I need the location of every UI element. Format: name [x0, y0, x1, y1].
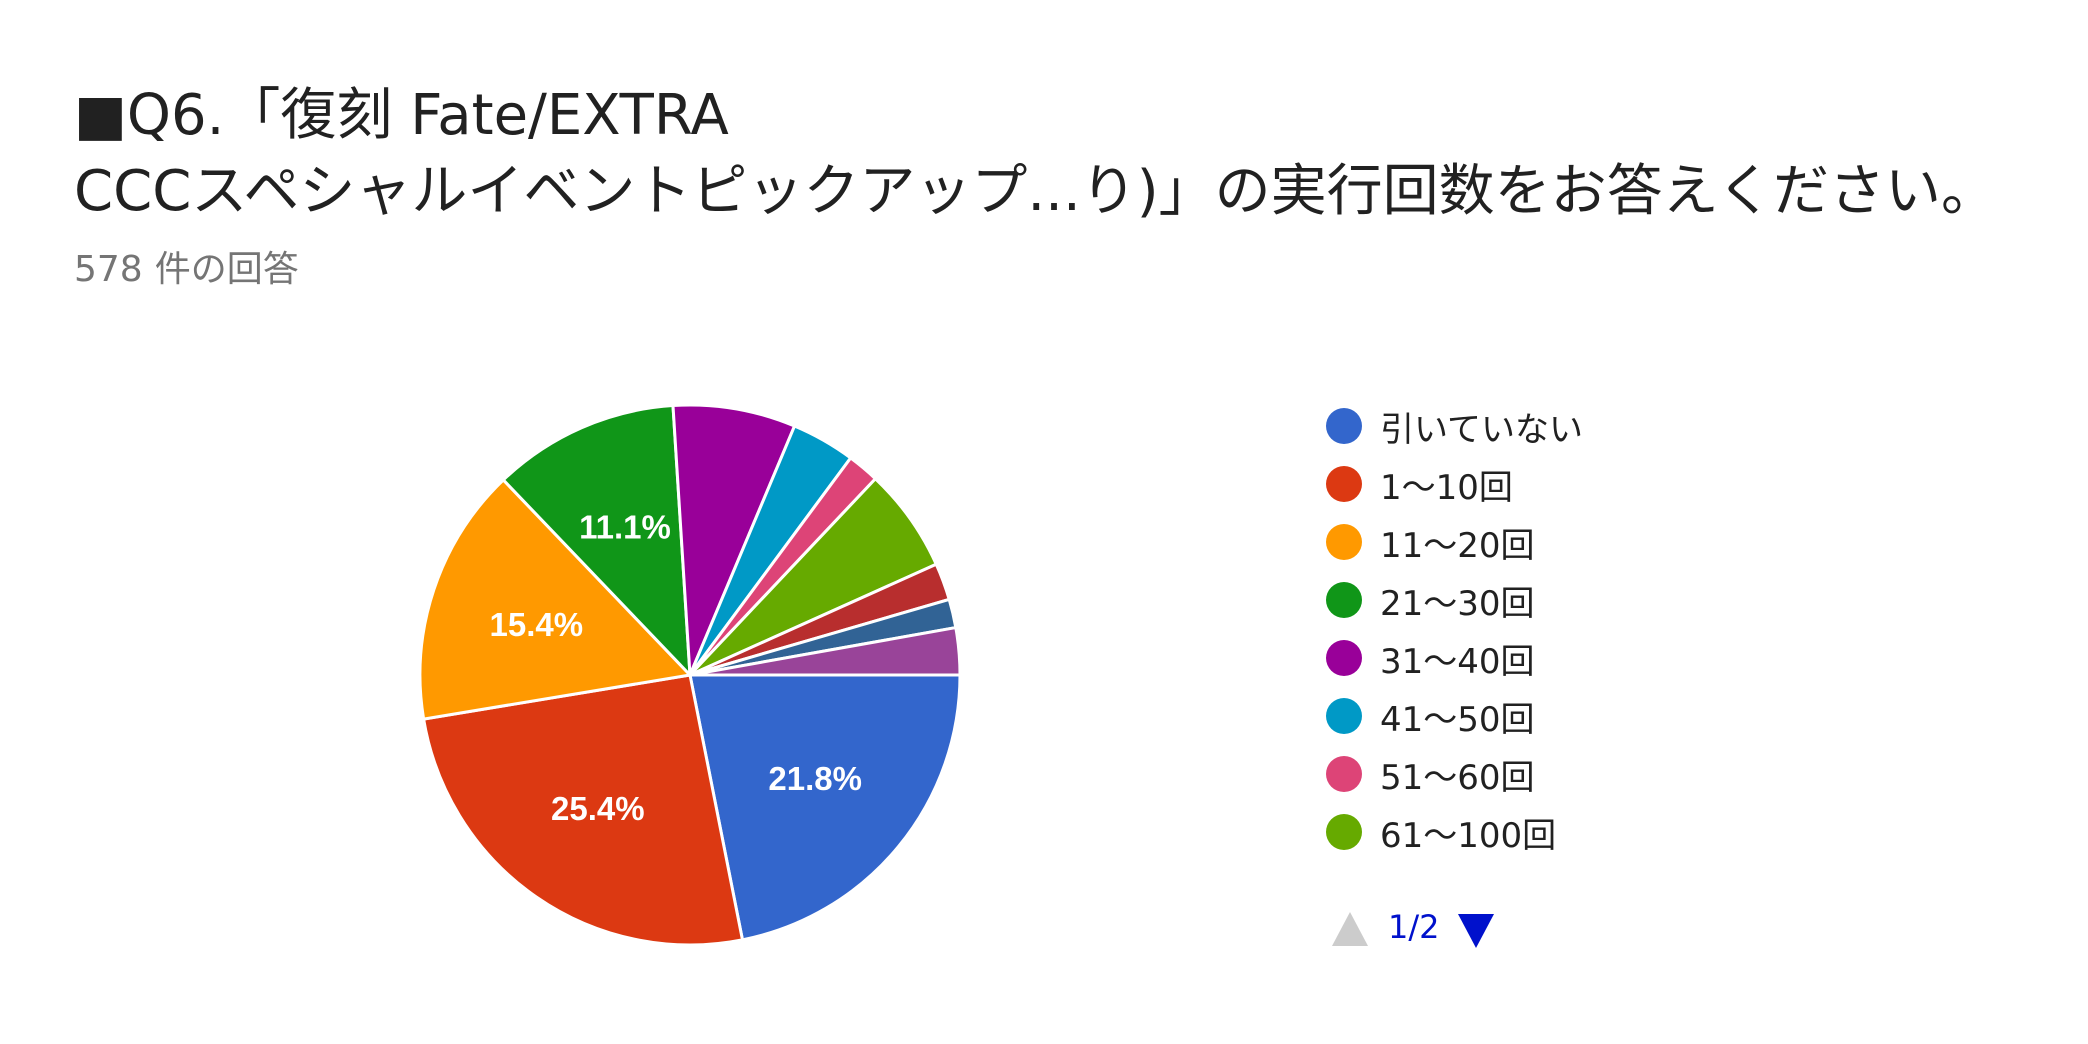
legend-swatch-icon: [1326, 524, 1362, 560]
pager-next-arrow-icon[interactable]: [1458, 914, 1494, 948]
pie-slice-3[interactable]: [501, 403, 692, 680]
legend-swatch-icon: [1326, 466, 1362, 502]
response-count: 578 件の回答: [74, 240, 311, 292]
legend-label: 41〜50回: [1380, 700, 1535, 740]
legend-swatch-icon: [1326, 756, 1362, 792]
pie-slice-label-1: 25.4%: [551, 790, 645, 827]
legend-swatch-icon: [1326, 698, 1362, 734]
pager-previous-arrow-icon: [1332, 912, 1368, 946]
legend-label: 61〜100回: [1380, 816, 1557, 856]
pie-slice-1[interactable]: [421, 673, 745, 945]
legend-label: 21〜30回: [1380, 584, 1535, 624]
pie-slice-label-3: 11.1%: [579, 509, 671, 546]
legend-swatch-icon: [1326, 408, 1362, 444]
legend-swatch-icon: [1326, 582, 1362, 618]
legend-label: 11〜20回: [1380, 526, 1535, 566]
response-count-number: 578: [74, 249, 143, 290]
chart-title: ■Q6.「復刻 Fate/EXTRA CCCスペシャルイベントピックアップ...…: [74, 78, 2034, 230]
pager-page-indicator: 1/2: [1388, 908, 1440, 946]
pie-chart: 21.8% 25.4% 15.4% 11.1%: [418, 403, 960, 945]
pie-slice-0[interactable]: [688, 673, 960, 942]
legend-label: 51〜60回: [1380, 758, 1535, 798]
legend-label: 31〜40回: [1380, 642, 1535, 682]
pie-slice-2[interactable]: [418, 477, 694, 721]
pie-slice-label-2: 15.4%: [490, 606, 584, 643]
legend-label: 引いていない: [1380, 410, 1583, 450]
response-count-unit: 件の回答: [154, 249, 299, 290]
legend-swatch-icon: [1326, 814, 1362, 850]
chart-title-line-1: ■Q6.「復刻 Fate/EXTRA: [74, 83, 729, 148]
chart-title-line-2: CCCスペシャルイベントピックアップ...り)」の実行回数をお答えください。: [74, 159, 1997, 224]
legend-label: 1〜10回: [1380, 468, 1513, 508]
legend-swatch-icon: [1326, 640, 1362, 676]
pie-slice-label-0: 21.8%: [768, 760, 862, 797]
pie-slice-4[interactable]: [671, 403, 797, 676]
